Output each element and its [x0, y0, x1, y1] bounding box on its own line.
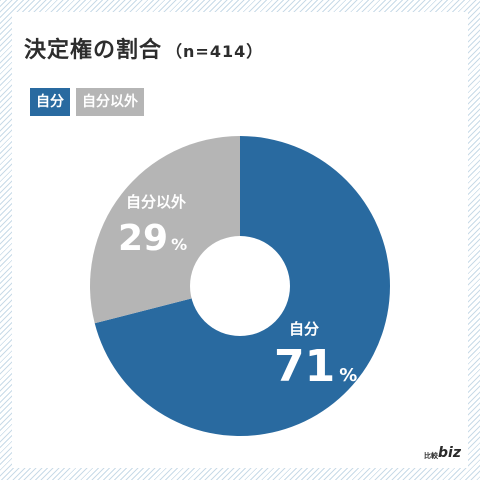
logo-main-text: biz: [438, 445, 461, 461]
legend-item-other: 自分以外: [76, 88, 144, 116]
value-number-other: 29: [118, 218, 168, 259]
percent-sign-self: %: [339, 365, 357, 386]
chart-title: 決定権の割合 （n=414）: [24, 32, 263, 64]
logo-small-text: 比較: [424, 452, 438, 460]
legend: 自分 自分以外: [30, 88, 144, 116]
title-text: 決定権の割合: [24, 38, 163, 63]
slice-label-other: 自分以外: [126, 193, 186, 211]
donut-hole: [190, 236, 290, 336]
slice-label-self: 自分: [289, 320, 319, 338]
slice-value-other: 29%: [118, 218, 187, 259]
value-number-self: 71: [274, 341, 335, 392]
sample-size: （n=414）: [166, 42, 264, 61]
legend-item-self: 自分: [30, 88, 70, 116]
slice-value-self: 71%: [274, 341, 357, 392]
percent-sign-other: %: [171, 235, 187, 254]
brand-logo: 比較 biz: [424, 446, 461, 460]
